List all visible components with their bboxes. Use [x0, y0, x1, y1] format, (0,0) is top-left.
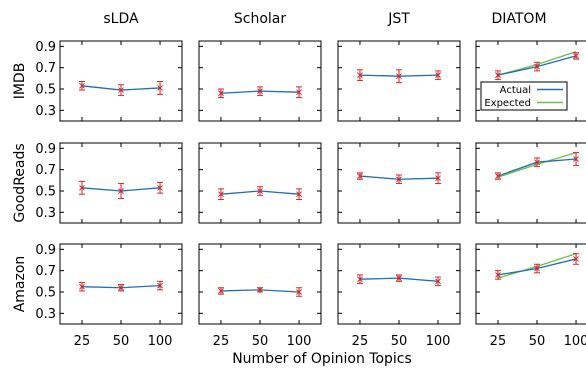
data-point-marker: [573, 156, 579, 162]
data-point-marker: [296, 191, 302, 198]
x-axis-label: Number of Opinion Topics: [232, 351, 412, 367]
x-tick-label: 25: [213, 334, 230, 349]
data-point-marker: [435, 278, 441, 285]
y-tick-label: 0.9: [35, 40, 56, 55]
data-point-marker: [79, 184, 85, 191]
data-point-marker: [534, 63, 540, 70]
panel-goodreads-scholar: [198, 142, 322, 224]
panel-frame: [59, 40, 183, 122]
data-point-marker: [157, 184, 163, 191]
data-point-marker: [534, 265, 540, 272]
panel-imdb-slda: 0.9 0.7 0.5 0.3: [35, 40, 183, 122]
data-point-marker: [118, 87, 124, 93]
data-point-marker: [79, 283, 85, 290]
data-point-marker: [357, 276, 363, 283]
data-point-marker: [296, 89, 302, 96]
data-point-marker: [257, 188, 263, 194]
data-point-marker: [218, 191, 224, 198]
y-tick-label: 0.7: [35, 264, 56, 279]
panel-amazon-scholar: 25 50 100: [198, 243, 322, 349]
data-point-marker: [218, 90, 224, 97]
data-point-marker: [257, 287, 263, 293]
data-point-marker: [495, 173, 501, 179]
data-point-marker: [257, 88, 263, 94]
legend-label-expected: Expected: [484, 98, 531, 109]
row-title-goodreads: GoodReads: [12, 143, 28, 222]
panel-imdb-scholar: [198, 40, 322, 122]
y-tick-label: 0.7: [35, 61, 56, 76]
legend-box: [480, 81, 568, 111]
x-tick-label: 50: [391, 334, 408, 349]
data-point-marker: [573, 53, 579, 59]
data-point-marker: [435, 175, 441, 182]
y-tick-label: 0.5: [35, 185, 56, 200]
panel-frame: [59, 142, 183, 224]
panel-frame: [198, 243, 322, 325]
panel-amazon-slda: 0.9 0.7 0.5 0.3 25 50 100: [35, 243, 183, 349]
row-title-amazon: Amazon: [12, 256, 28, 313]
data-point-marker: [495, 272, 501, 278]
data-point-marker: [396, 275, 402, 281]
panel-goodreads-jst: [337, 142, 461, 224]
column-title-scholar: Scholar: [234, 11, 286, 27]
x-tick-label: 25: [74, 334, 91, 349]
x-tick-label: 50: [252, 334, 269, 349]
x-tick-label: 100: [564, 334, 586, 349]
y-tick-label: 0.3: [35, 206, 56, 221]
y-tick-label: 0.3: [35, 104, 56, 119]
panel-amazon-jst: 25 50 100: [337, 243, 461, 349]
data-point-marker: [118, 188, 124, 194]
x-tick-label: 100: [287, 334, 312, 349]
y-tick-label: 0.7: [35, 163, 56, 178]
column-title-slda: sLDA: [103, 11, 139, 27]
data-point-marker: [396, 176, 402, 183]
data-point-marker: [534, 159, 540, 166]
panel-goodreads-diatom: [475, 142, 586, 224]
y-tick-label: 0.5: [35, 83, 56, 98]
x-tick-label: 25: [490, 334, 507, 349]
column-title-jst: JST: [387, 11, 410, 27]
data-point-marker: [118, 284, 124, 291]
x-tick-label: 100: [148, 334, 173, 349]
y-tick-label: 0.9: [35, 142, 56, 157]
y-tick-label: 0.9: [35, 243, 56, 258]
panel-frame: [337, 243, 461, 325]
panel-imdb-diatom: Actual Expected: [475, 40, 586, 122]
data-point-marker: [357, 72, 363, 78]
panel-frame: [198, 142, 322, 224]
data-point-marker: [435, 72, 441, 78]
data-point-marker: [357, 173, 363, 179]
panel-imdb-jst: [337, 40, 461, 122]
data-point-marker: [157, 282, 163, 289]
x-tick-label: 50: [529, 334, 546, 349]
legend: Actual Expected: [480, 81, 568, 111]
data-point-marker: [218, 288, 224, 294]
panel-amazon-diatom: 25 50 100: [475, 243, 586, 349]
y-tick-label: 0.3: [35, 307, 56, 322]
legend-label-actual: Actual: [500, 85, 531, 96]
panel-frame: [198, 40, 322, 122]
y-tick-label: 0.5: [35, 286, 56, 301]
data-point-marker: [296, 289, 302, 295]
panel-goodreads-slda: 0.9 0.7 0.5 0.3: [35, 142, 183, 224]
data-point-marker: [495, 72, 501, 78]
data-point-marker: [79, 82, 85, 89]
data-point-marker: [157, 85, 163, 91]
panel-frame: [59, 243, 183, 325]
data-point-marker: [573, 256, 579, 262]
column-title-diatom: DIATOM: [491, 11, 546, 27]
x-tick-label: 50: [113, 334, 130, 349]
row-title-imdb: IMDB: [12, 63, 28, 100]
x-tick-label: 25: [352, 334, 369, 349]
x-tick-label: 100: [426, 334, 451, 349]
data-point-marker: [396, 73, 402, 80]
